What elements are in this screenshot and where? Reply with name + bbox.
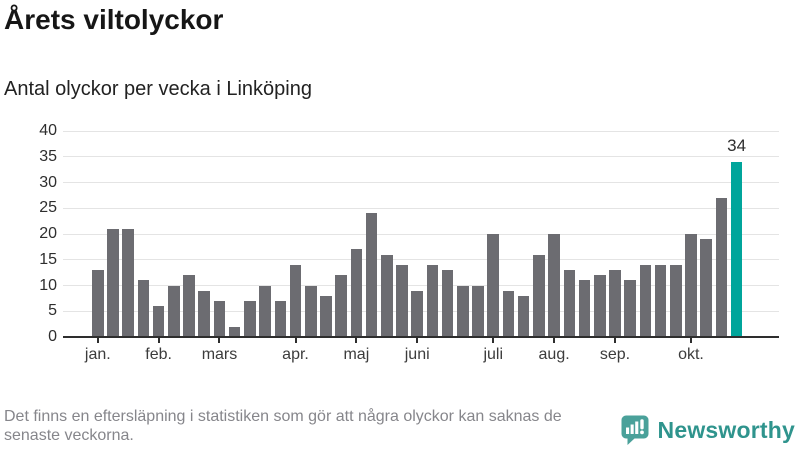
y-gridline <box>63 182 779 183</box>
bar <box>624 280 636 337</box>
bar <box>685 234 697 337</box>
y-axis-label: 20 <box>39 225 57 242</box>
y-gridline <box>63 207 779 209</box>
x-axis-month-label: jan. <box>84 346 111 363</box>
bar <box>411 290 423 337</box>
bar <box>228 326 241 337</box>
bar <box>715 197 728 337</box>
x-axis-tick <box>613 338 616 343</box>
bar <box>183 275 195 337</box>
chart-title: Årets viltolyckor <box>4 4 224 35</box>
bar <box>289 264 302 337</box>
highlight-value-label: 34 <box>727 135 747 155</box>
y-axis-label: 5 <box>48 302 57 320</box>
bar <box>654 264 667 337</box>
bar <box>609 270 621 337</box>
chart-subtitle: Antal olyckor per vecka i Linköping <box>4 78 312 100</box>
x-axis-tick <box>157 338 160 343</box>
x-axis-tick <box>355 338 358 343</box>
y-gridline <box>63 259 779 261</box>
x-axis-tick <box>689 338 692 343</box>
bar <box>426 264 439 337</box>
x-axis-month-label: juli <box>483 346 504 363</box>
newsworthy-wordmark: Newsworthy <box>657 416 795 443</box>
bar <box>122 228 134 337</box>
bar <box>168 285 180 337</box>
y-gridline <box>63 156 779 158</box>
bar <box>578 280 591 337</box>
bar <box>335 275 347 337</box>
x-axis-month-label: maj <box>343 346 370 363</box>
bar <box>487 234 500 337</box>
bar <box>700 239 712 337</box>
bar <box>639 264 652 337</box>
y-gridline <box>63 285 779 286</box>
bar <box>396 264 408 337</box>
x-axis-tick <box>416 338 419 343</box>
bar <box>365 213 378 337</box>
y-axis-label: 30 <box>39 173 57 191</box>
x-axis-month-label: mars <box>201 346 238 363</box>
x-axis-month-label: feb. <box>145 346 172 363</box>
x-axis-line <box>63 336 779 338</box>
bar <box>517 295 530 337</box>
bar <box>259 285 271 337</box>
x-axis-month-label: juni <box>404 346 430 363</box>
bar <box>502 290 515 337</box>
newsworthy-logo: Newsworthy <box>619 414 795 446</box>
x-axis-month-label: sep. <box>599 346 631 363</box>
x-axis-tick <box>553 338 556 343</box>
x-axis-tick <box>96 338 99 343</box>
x-axis-tick <box>492 338 495 343</box>
bar <box>320 295 332 337</box>
bar <box>152 306 165 337</box>
y-gridline <box>63 233 779 235</box>
bar <box>213 300 226 337</box>
x-axis-tick <box>294 338 297 343</box>
y-axis-label: 40 <box>39 122 57 139</box>
newsworthy-logo-icon <box>621 415 649 445</box>
bar <box>548 234 560 337</box>
y-axis-label: 10 <box>39 276 57 294</box>
bar <box>457 285 469 337</box>
y-axis-label: 15 <box>39 250 57 268</box>
y-axis-label: 25 <box>39 199 57 217</box>
bar <box>593 275 606 337</box>
x-axis-month-label: apr. <box>282 346 309 363</box>
bar <box>441 270 454 337</box>
bar <box>533 254 545 337</box>
bar <box>244 300 256 337</box>
y-axis-label: 0 <box>48 328 57 345</box>
bar <box>472 285 484 337</box>
x-axis-month-label: okt. <box>678 346 704 363</box>
bar <box>274 300 287 337</box>
x-axis-month-label: aug. <box>538 346 570 363</box>
bar <box>304 285 317 337</box>
footnote: Det finns en eftersläpning i statistiken… <box>4 407 562 445</box>
bar <box>380 254 393 337</box>
bar <box>350 249 363 337</box>
bar-highlighted <box>730 161 743 337</box>
bar <box>563 270 576 337</box>
footnote-line-2: senaste veckorna. <box>4 427 134 444</box>
y-axis-label: 35 <box>39 147 57 165</box>
bar <box>198 290 211 337</box>
bar <box>669 264 682 337</box>
bar <box>107 228 119 337</box>
x-axis-tick <box>218 338 221 343</box>
y-gridline <box>63 130 779 132</box>
bar <box>137 280 150 337</box>
footnote-line-1: Det finns en eftersläpning i statistiken… <box>4 408 562 425</box>
bar <box>92 270 104 337</box>
